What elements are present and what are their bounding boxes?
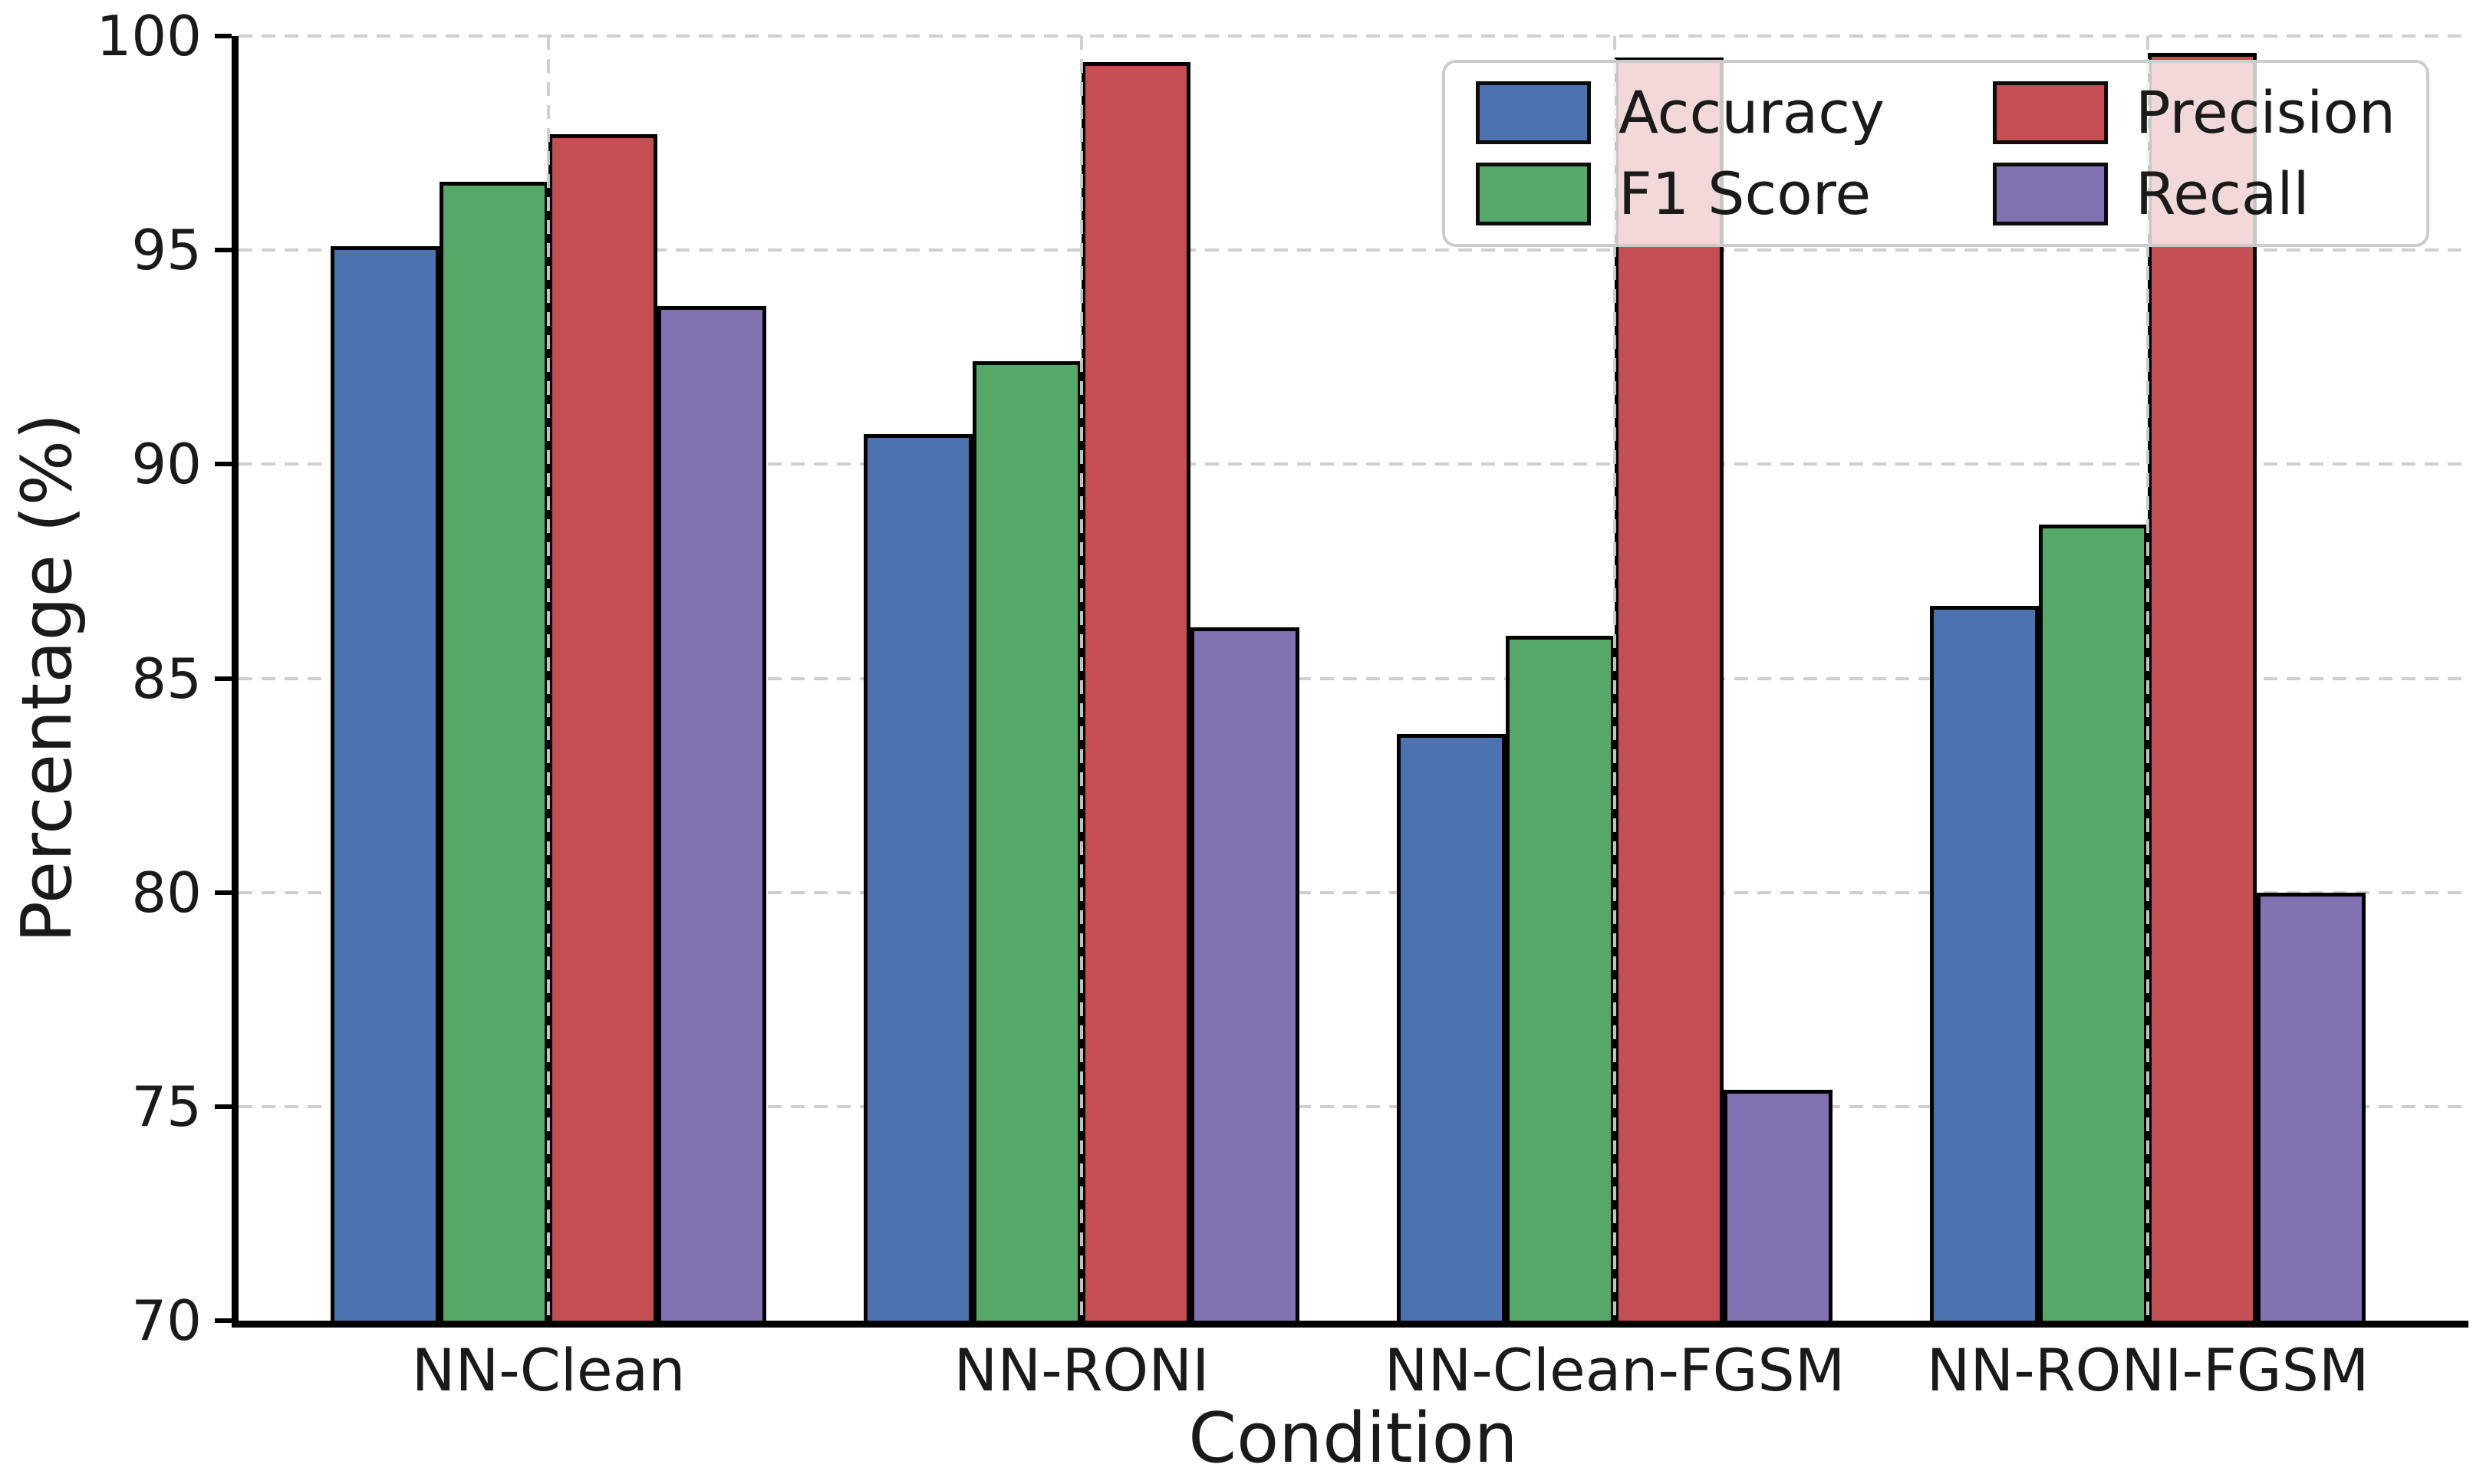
gridline-x-nn-roni (1080, 36, 1083, 1321)
bar-recall-nn-roni-fgsm (2257, 892, 2366, 1321)
bar-recall-nn-clean (657, 305, 766, 1321)
y-tick-85 (215, 676, 232, 681)
gridline-y-90 (239, 462, 2468, 466)
bar-recall-nn-roni (1190, 627, 1299, 1321)
bar-accuracy-nn-clean (331, 245, 440, 1321)
legend-label-precision: Precision (2135, 78, 2396, 146)
bar-f1-score-nn-clean-fgsm (1506, 635, 1615, 1321)
legend-item-accuracy: Accuracy (1476, 81, 1885, 144)
legend-swatch-f1-score (1476, 163, 1591, 225)
gridline-x-nn-clean (547, 36, 550, 1321)
legend-swatch-recall (1992, 163, 2108, 225)
legend-label-f1-score: F1 Score (1618, 160, 1872, 228)
bar-precision-nn-clean (548, 134, 657, 1321)
legend-item-precision: Precision (1992, 78, 2396, 146)
y-axis-title: Percentage (%) (7, 413, 87, 943)
legend-item-recall: Recall (1992, 160, 2396, 228)
y-axis-spine (232, 36, 239, 1328)
y-tick-label-100: 100 (96, 4, 202, 68)
y-tick-label-70: 70 (131, 1288, 202, 1353)
bar-f1-score-nn-roni-fgsm (2039, 524, 2148, 1321)
legend-swatch-accuracy (1476, 81, 1591, 144)
legend: Accuracy Precision F1 Score Recall (1442, 60, 2429, 247)
x-tick-label-nn-roni: NN-RONI (953, 1336, 1210, 1404)
bar-precision-nn-roni-fgsm (2148, 53, 2257, 1321)
y-tick-80 (215, 890, 232, 895)
x-tick-label-nn-roni-fgsm: NN-RONI-FGSM (1926, 1336, 2369, 1404)
gridline-y-100 (239, 35, 2468, 38)
y-tick-label-80: 80 (131, 860, 202, 925)
y-tick-75 (215, 1104, 232, 1109)
y-tick-95 (215, 248, 232, 253)
legend-label-accuracy: Accuracy (1618, 78, 1885, 146)
y-tick-90 (215, 462, 232, 467)
x-tick-label-nn-clean: NN-Clean (411, 1336, 686, 1404)
legend-item-f1-score: F1 Score (1476, 163, 1885, 225)
gridline-x-nn-clean-fgsm (1613, 36, 1616, 1321)
y-tick-label-85: 85 (131, 646, 202, 711)
bar-accuracy-nn-clean-fgsm (1397, 734, 1506, 1321)
y-tick-label-90: 90 (131, 432, 202, 497)
gridline-y-85 (239, 676, 2468, 680)
bar-accuracy-nn-roni (864, 434, 973, 1321)
gridline-y-75 (239, 1104, 2468, 1108)
x-axis-title: Condition (1188, 1398, 1518, 1479)
x-tick-label-nn-clean-fgsm: NN-Clean-FGSM (1384, 1336, 1846, 1404)
gridline-x-nn-roni-fgsm (2146, 36, 2149, 1321)
y-tick-label-95: 95 (131, 218, 202, 283)
bar-recall-nn-clean-fgsm (1724, 1089, 1833, 1321)
y-tick-label-75: 75 (131, 1074, 202, 1139)
legend-label-recall: Recall (2135, 160, 2310, 228)
bar-precision-nn-roni (1082, 61, 1190, 1321)
bar-f1-score-nn-clean (440, 181, 548, 1321)
legend-swatch-precision (1992, 81, 2108, 144)
gridline-y-95 (239, 248, 2468, 252)
bar-accuracy-nn-roni-fgsm (1930, 605, 2039, 1321)
y-tick-70 (215, 1318, 232, 1323)
bar-precision-nn-clean-fgsm (1615, 57, 1724, 1321)
gridline-y-80 (239, 890, 2468, 894)
y-tick-100 (215, 34, 232, 38)
bar-f1-score-nn-roni (973, 361, 1082, 1321)
x-axis-spine (232, 1321, 2468, 1328)
